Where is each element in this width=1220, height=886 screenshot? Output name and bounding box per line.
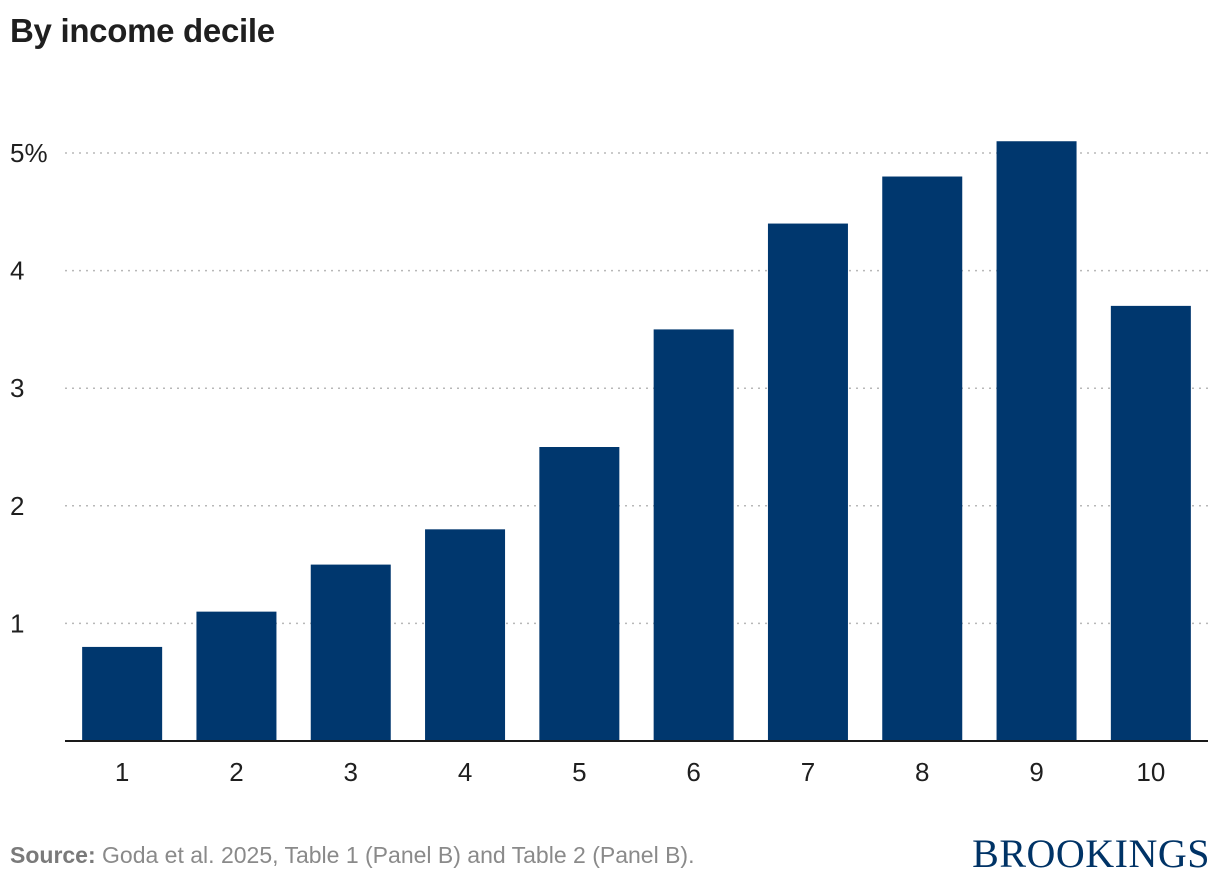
y-tick-label: 5% [10, 138, 48, 168]
x-tick-label: 5 [572, 757, 586, 787]
chart-title: By income decile [10, 12, 275, 49]
x-tick-label: 7 [801, 757, 815, 787]
y-tick-label: 4 [10, 256, 24, 286]
bar-decile-7 [767, 223, 848, 741]
x-tick-label: 10 [1136, 757, 1165, 787]
source-text: Goda et al. 2025, Table 1 (Panel B) and … [95, 842, 695, 868]
bar-decile-10 [1110, 305, 1191, 741]
x-tick-label: 8 [915, 757, 929, 787]
bar-decile-6 [653, 329, 734, 741]
bars [82, 141, 1191, 742]
x-tick-label: 1 [115, 757, 129, 787]
x-tick-label: 9 [1029, 757, 1043, 787]
source-note: Source: Goda et al. 2025, Table 1 (Panel… [10, 842, 694, 869]
y-tick-label: 2 [10, 491, 24, 521]
y-axis-ticks: 1 2 3 4 5% [10, 138, 48, 638]
bar-decile-5 [539, 447, 620, 741]
x-tick-label: 6 [686, 757, 700, 787]
bar-decile-9 [996, 141, 1077, 742]
y-tick-label: 3 [10, 373, 24, 403]
x-tick-label: 3 [344, 757, 358, 787]
y-tick-label: 1 [10, 608, 24, 638]
x-tick-label: 4 [458, 757, 472, 787]
x-tick-label: 2 [229, 757, 243, 787]
bar-decile-4 [425, 529, 506, 741]
x-axis-ticks: 1 2 3 4 5 6 7 8 9 10 [115, 757, 1165, 787]
source-label: Source: [10, 842, 96, 868]
bar-decile-2 [196, 611, 277, 741]
bar-decile-1 [82, 646, 163, 741]
brookings-logo: BROOKINGS [972, 831, 1210, 876]
bar-decile-3 [310, 564, 391, 741]
bar-decile-8 [882, 176, 963, 741]
